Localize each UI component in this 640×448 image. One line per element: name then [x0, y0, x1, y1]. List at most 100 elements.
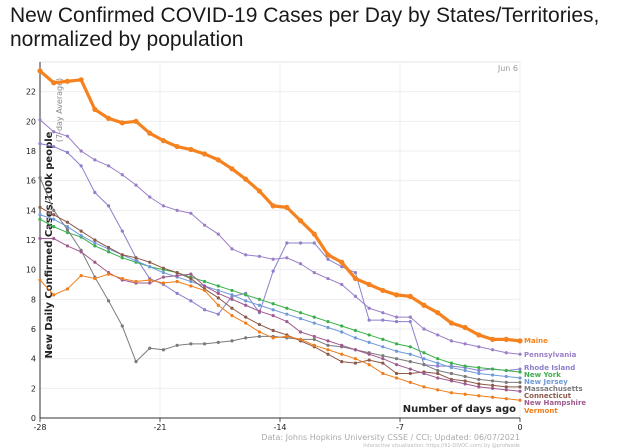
series-label: Maine	[524, 337, 548, 345]
data-point	[244, 336, 248, 340]
data-point	[120, 276, 124, 281]
data-point	[257, 297, 262, 301]
data-point	[477, 385, 481, 389]
data-point	[326, 352, 330, 356]
data-point	[340, 265, 344, 269]
data-point	[38, 278, 42, 282]
data-point	[65, 134, 70, 138]
data-point	[271, 336, 275, 340]
data-point	[257, 334, 262, 339]
y-tick-label: 6	[31, 325, 36, 334]
data-point	[244, 303, 248, 307]
data-point	[381, 337, 385, 341]
data-point	[394, 371, 399, 376]
data-point	[271, 257, 275, 261]
series-label: Massachusetts	[524, 385, 583, 393]
data-point	[463, 364, 467, 368]
data-point	[65, 287, 70, 291]
data-point	[326, 348, 330, 352]
data-point	[312, 315, 316, 319]
data-point	[202, 308, 207, 312]
data-point	[244, 321, 248, 325]
data-point	[230, 293, 234, 297]
data-point	[78, 77, 84, 83]
data-point	[353, 357, 358, 361]
data-point	[161, 271, 166, 275]
data-point	[201, 151, 208, 157]
data-point	[340, 324, 344, 328]
data-point	[202, 342, 207, 346]
data-point	[271, 269, 275, 273]
data-point	[407, 293, 413, 299]
data-point	[518, 398, 522, 402]
data-point	[408, 345, 412, 349]
data-point	[449, 391, 454, 395]
data-point	[285, 241, 289, 245]
data-point	[52, 293, 56, 297]
data-point	[215, 157, 221, 163]
data-point	[518, 376, 522, 380]
data-point	[476, 332, 482, 338]
data-point	[312, 334, 316, 339]
data-point	[490, 383, 495, 387]
data-point	[64, 78, 71, 84]
data-point	[175, 291, 179, 295]
data-point	[477, 365, 481, 370]
data-point	[105, 115, 112, 121]
y-tick-label: 2	[31, 384, 36, 393]
data-point	[257, 309, 262, 313]
data-point	[65, 150, 70, 155]
data-point	[161, 266, 166, 270]
data-point	[518, 389, 522, 393]
series-label: New Hampshire	[524, 399, 586, 407]
y-axis-sublabel: (7-day Average)	[55, 78, 64, 142]
data-point	[366, 281, 372, 288]
data-point	[298, 330, 303, 334]
y-tick-label: 14	[26, 206, 36, 215]
data-point	[490, 395, 495, 399]
data-point	[134, 279, 138, 284]
data-point	[52, 236, 56, 241]
y-tick-label: 12	[26, 236, 36, 245]
data-point	[422, 363, 426, 367]
data-point	[394, 376, 399, 380]
data-point	[463, 382, 467, 386]
data-point	[257, 303, 262, 307]
data-point	[312, 271, 316, 275]
data-point	[504, 380, 508, 384]
data-point	[463, 392, 467, 396]
data-point	[65, 230, 70, 235]
data-point	[298, 337, 303, 341]
data-point	[311, 231, 317, 237]
data-point	[51, 80, 57, 86]
data-point	[449, 365, 454, 370]
data-point	[284, 204, 290, 210]
data-point	[52, 217, 56, 221]
data-point	[477, 345, 481, 349]
data-point	[449, 339, 454, 343]
data-point	[79, 149, 83, 153]
data-point	[504, 351, 508, 355]
data-point	[244, 293, 248, 297]
data-point	[394, 357, 399, 361]
data-point	[326, 276, 330, 281]
data-point	[106, 250, 111, 254]
data-point	[230, 288, 234, 293]
y-tick-label: 4	[31, 355, 36, 364]
data-point	[38, 213, 42, 217]
series-label: New Jersey	[524, 378, 568, 386]
data-point	[38, 141, 42, 146]
data-point	[326, 319, 330, 324]
data-point	[38, 205, 42, 209]
data-point	[490, 373, 495, 377]
data-point	[367, 333, 371, 337]
data-point	[38, 217, 42, 221]
data-point	[175, 208, 179, 212]
data-point	[133, 118, 139, 124]
data-point	[448, 320, 455, 326]
data-point	[285, 319, 289, 324]
data-point	[161, 204, 166, 208]
data-point	[408, 371, 412, 376]
data-point	[312, 241, 316, 245]
data-point	[285, 334, 289, 339]
